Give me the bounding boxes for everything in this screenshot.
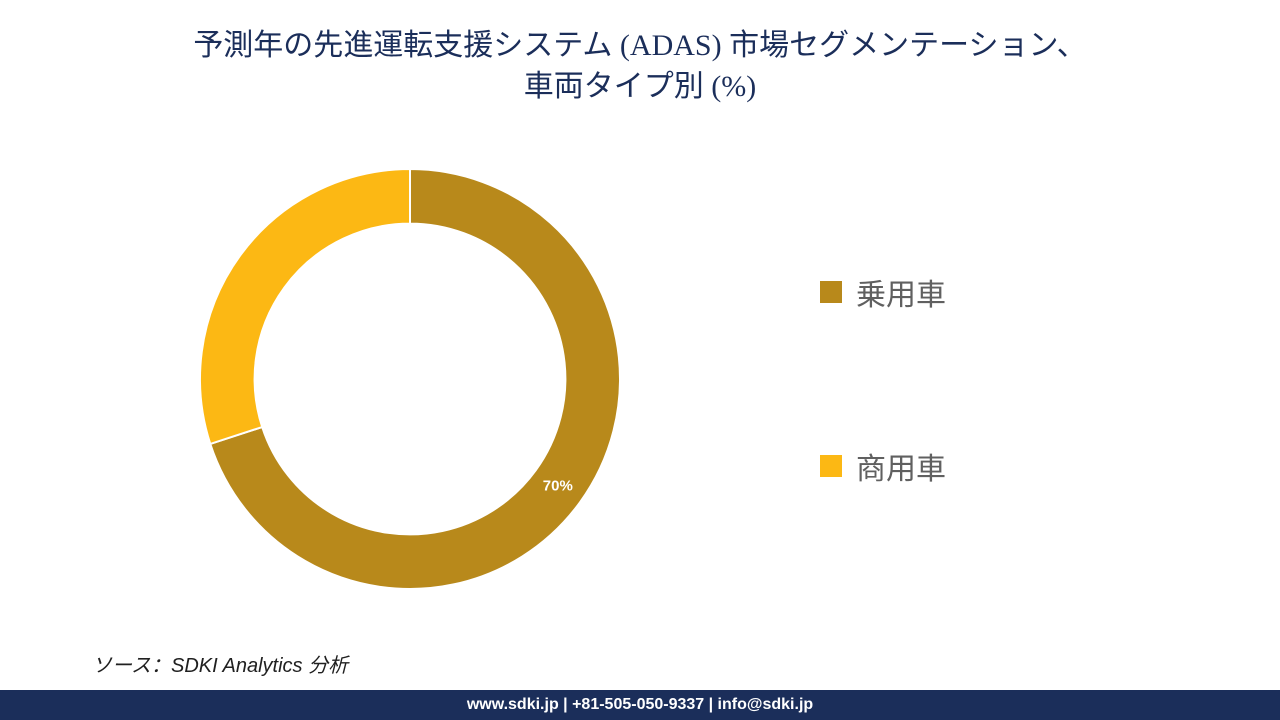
chart-title: 予測年の先進運転支援システム (ADAS) 市場セグメンテーション、 車両タイプ… [0, 0, 1280, 117]
donut-slice [200, 169, 410, 444]
title-line-1: 予測年の先進運転支援システム (ADAS) 市場セグメンテーション、 [40, 26, 1240, 67]
source-citation: ソース：SDKI Analytics 分析 [0, 641, 1280, 690]
footer-bar: www.sdki.jp | +81-505-050-9337 | info@sd… [0, 690, 1280, 720]
legend-swatch [820, 281, 842, 303]
legend-item: 商用車 [820, 444, 946, 488]
content-area: 70% 乗用車商用車 [0, 117, 1280, 641]
legend-label: 商用車 [856, 444, 946, 488]
legend-swatch [820, 455, 842, 477]
legend-label: 乗用車 [856, 270, 946, 314]
pct-label: 70% [543, 478, 573, 495]
legend-item: 乗用車 [820, 270, 946, 314]
donut-chart: 70% [0, 159, 820, 599]
legend: 乗用車商用車 [820, 270, 1066, 488]
title-line-2: 車両タイプ別 (%) [40, 67, 1240, 108]
